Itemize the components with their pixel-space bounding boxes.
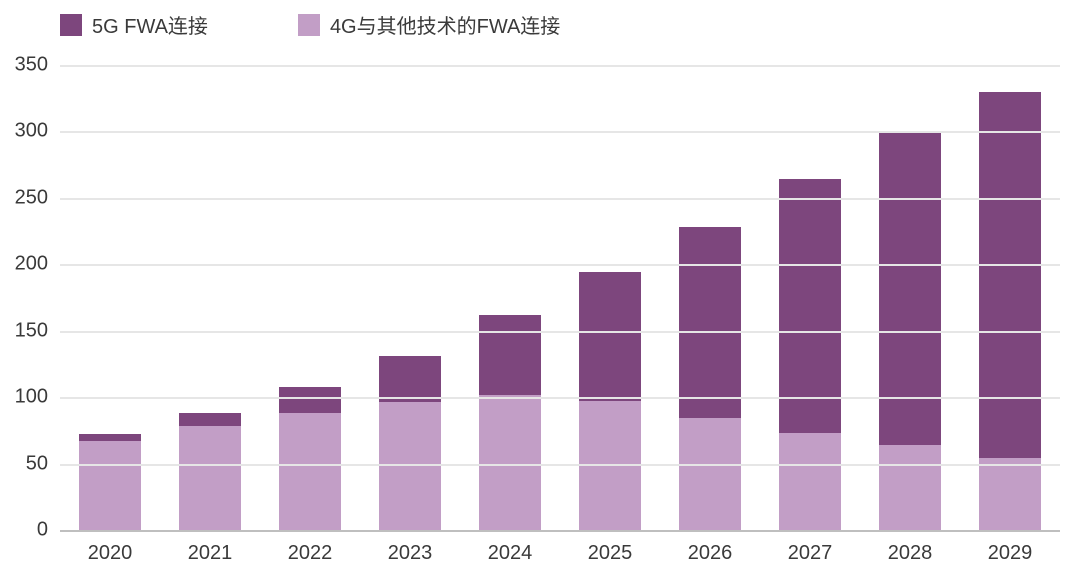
bar-group xyxy=(379,65,441,530)
bar-group xyxy=(679,65,741,530)
gridline xyxy=(60,397,1060,399)
bars-layer xyxy=(60,65,1060,530)
x-tick-label: 2021 xyxy=(188,530,233,565)
gridline xyxy=(60,65,1060,67)
legend-swatch-1 xyxy=(298,14,320,36)
bar-seg-s_4g_other xyxy=(979,458,1041,530)
bar-group xyxy=(279,65,341,530)
chart-container: 5G FWA连接4G与其他技术的FWA连接 050100150200250300… xyxy=(0,0,1080,585)
plot-area: 0501001502002503003502020202120222023202… xyxy=(60,65,1060,530)
x-tick-label: 2023 xyxy=(388,530,433,565)
bar-seg-s_5g xyxy=(179,413,241,426)
x-tick-label: 2027 xyxy=(788,530,833,565)
bar-seg-s_5g xyxy=(279,387,341,414)
bar-seg-s_4g_other xyxy=(79,441,141,530)
bar-seg-s_5g xyxy=(479,315,541,395)
bar-group xyxy=(579,65,641,530)
x-tick-label: 2024 xyxy=(488,530,533,565)
gridline xyxy=(60,131,1060,133)
legend-item-0: 5G FWA连接 xyxy=(60,10,208,39)
gridline xyxy=(60,331,1060,333)
bar-seg-s_4g_other xyxy=(679,418,741,530)
bar-group xyxy=(79,65,141,530)
bar-group xyxy=(479,65,541,530)
bar-seg-s_5g xyxy=(579,272,641,401)
bar-seg-s_4g_other xyxy=(179,426,241,530)
y-tick-label: 50 xyxy=(26,452,60,475)
bar-group xyxy=(879,65,941,530)
y-tick-label: 300 xyxy=(15,120,60,143)
legend: 5G FWA连接 4G与其他技术的FWA连接 xyxy=(60,10,560,39)
x-tick-label: 2028 xyxy=(888,530,933,565)
bar-seg-s_4g_other xyxy=(379,402,441,530)
bar-seg-s_5g xyxy=(679,227,741,418)
bar-seg-s_4g_other xyxy=(579,401,641,530)
x-tick-label: 2026 xyxy=(688,530,733,565)
x-tick-label: 2029 xyxy=(988,530,1033,565)
bar-seg-s_4g_other xyxy=(479,395,541,531)
legend-swatch-0 xyxy=(60,14,82,36)
gridline xyxy=(60,264,1060,266)
bar-seg-s_5g xyxy=(979,92,1041,459)
x-tick-label: 2022 xyxy=(288,530,333,565)
legend-label-1: 4G与其他技术的FWA连接 xyxy=(330,10,560,39)
bar-group xyxy=(779,65,841,530)
legend-label-0: 5G FWA连接 xyxy=(92,10,208,39)
y-tick-label: 200 xyxy=(15,253,60,276)
bar-seg-s_5g xyxy=(379,356,441,403)
x-tick-label: 2025 xyxy=(588,530,633,565)
y-tick-label: 0 xyxy=(37,519,60,542)
gridline xyxy=(60,464,1060,466)
bar-seg-s_5g xyxy=(779,179,841,433)
legend-item-1: 4G与其他技术的FWA连接 xyxy=(298,10,560,39)
bar-seg-s_4g_other xyxy=(279,413,341,530)
bar-seg-s_5g xyxy=(79,434,141,441)
bar-group xyxy=(979,65,1041,530)
x-tick-label: 2020 xyxy=(88,530,133,565)
y-tick-label: 150 xyxy=(15,319,60,342)
y-tick-label: 100 xyxy=(15,386,60,409)
bar-seg-s_4g_other xyxy=(879,445,941,530)
gridline xyxy=(60,198,1060,200)
y-tick-label: 350 xyxy=(15,54,60,77)
bar-group xyxy=(179,65,241,530)
bar-seg-s_4g_other xyxy=(779,433,841,530)
y-tick-label: 250 xyxy=(15,186,60,209)
